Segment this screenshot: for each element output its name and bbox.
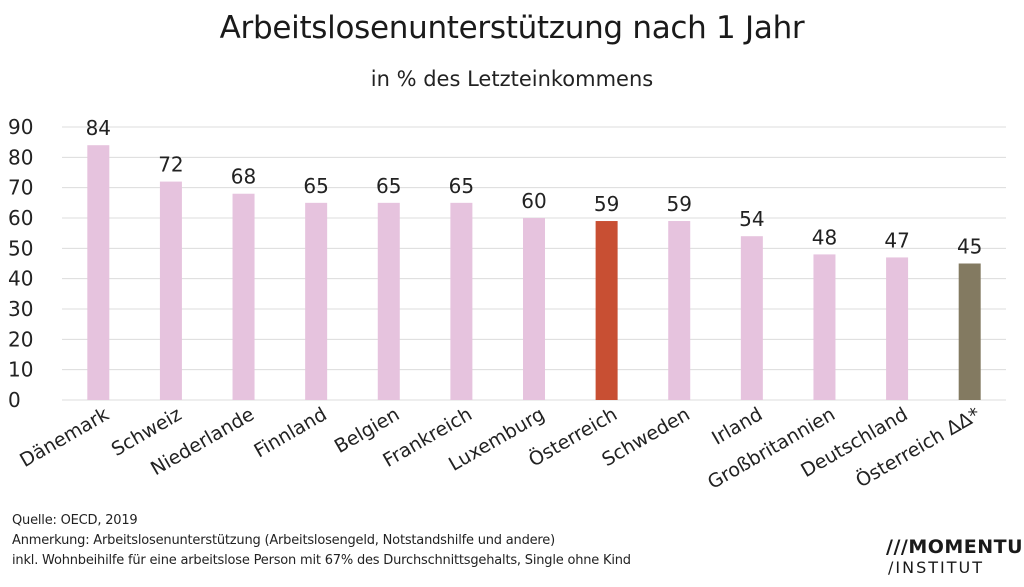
y-tick-label: 50 xyxy=(8,236,33,260)
data-label: 65 xyxy=(376,174,401,198)
chart-title: Arbeitslosenunterstützung nach 1 Jahr xyxy=(219,10,805,46)
data-label: 84 xyxy=(86,116,111,140)
data-label: 48 xyxy=(812,225,837,249)
data-label: 68 xyxy=(231,165,256,189)
x-tick-label: Irland xyxy=(708,403,766,449)
chart-notes: Quelle: OECD, 2019 Anmerkung: Arbeitslos… xyxy=(12,511,631,571)
data-label: 47 xyxy=(884,228,909,252)
chart-subtitle: in % des Letzteinkommens xyxy=(370,67,654,91)
source-note: Quelle: OECD, 2019 xyxy=(12,513,138,528)
bar xyxy=(377,202,400,400)
bar xyxy=(305,202,328,400)
bar xyxy=(450,202,473,400)
data-label: 65 xyxy=(303,174,328,198)
y-tick-label: 0 xyxy=(8,388,21,412)
bar xyxy=(886,257,909,400)
logo-line-2: /INSTITUT xyxy=(888,558,1018,578)
bar xyxy=(87,145,110,400)
x-tick-label: Großbritannien xyxy=(704,403,839,494)
data-label: 59 xyxy=(594,192,619,216)
momentum-institut-logo: ///MOMENTUM /INSTITUT xyxy=(886,536,1024,578)
bar xyxy=(958,263,981,400)
detail-note: inkl. Wohnbeihilfe für eine arbeitslose … xyxy=(12,553,631,568)
y-tick-label: 20 xyxy=(8,327,33,351)
bar xyxy=(813,254,836,400)
y-tick-label: 90 xyxy=(8,115,33,139)
y-tick-label: 40 xyxy=(8,267,33,291)
y-tick-label: 80 xyxy=(8,145,33,169)
y-tick-label: 70 xyxy=(8,176,33,200)
data-label: 54 xyxy=(739,207,764,231)
logo-line-1: ///MOMENTUM xyxy=(886,536,1024,558)
y-tick-label: 10 xyxy=(8,358,33,382)
y-tick-label: 30 xyxy=(8,297,33,321)
bar xyxy=(232,193,255,400)
bar xyxy=(740,236,763,400)
logo-wordmark: MOMENTUM xyxy=(908,536,1024,558)
bar xyxy=(668,221,691,400)
data-label: 59 xyxy=(667,192,692,216)
data-label: 60 xyxy=(521,189,546,213)
bar xyxy=(523,218,545,400)
y-tick-label: 60 xyxy=(8,206,33,230)
remark-note: Anmerkung: Arbeitslosenunterstützung (Ar… xyxy=(12,533,555,548)
logo-slash-mark-small: / xyxy=(888,558,896,577)
data-label: 45 xyxy=(957,235,982,259)
data-label: 65 xyxy=(449,174,474,198)
logo-slash-mark: /// xyxy=(886,536,909,558)
x-tick-label: Österreich ΔΔ* xyxy=(852,402,985,492)
x-tick-label: Dänemark xyxy=(16,403,113,472)
logo-subtitle: INSTITUT xyxy=(895,558,984,577)
x-tick-label: Finnland xyxy=(250,403,330,462)
bar xyxy=(159,181,182,400)
bar xyxy=(595,221,618,400)
data-label: 72 xyxy=(158,153,183,177)
